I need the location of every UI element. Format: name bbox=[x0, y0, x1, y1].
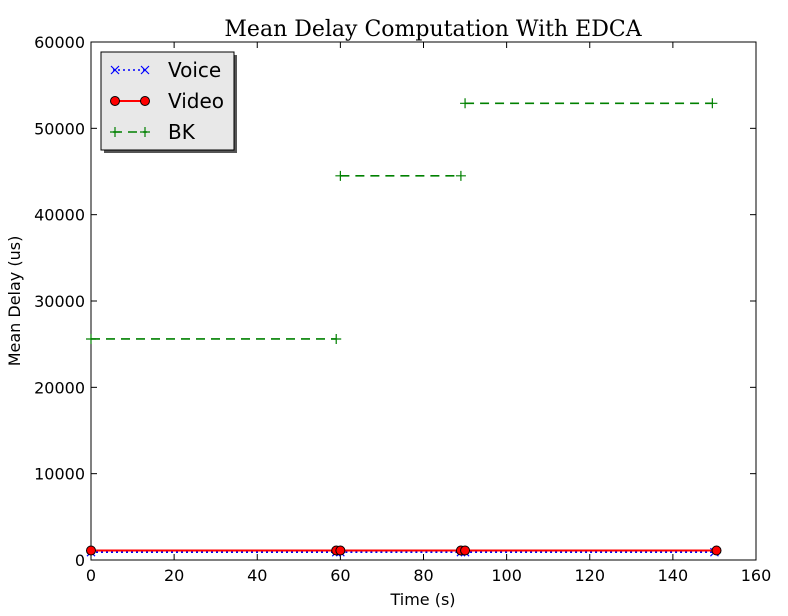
y-axis-label: Mean Delay (us) bbox=[5, 236, 24, 367]
x-tick-label: 140 bbox=[658, 566, 689, 585]
y-tick-label: 40000 bbox=[34, 206, 85, 225]
x-tick-label: 40 bbox=[247, 566, 267, 585]
x-tick-label: 20 bbox=[164, 566, 184, 585]
legend-marker-video bbox=[140, 96, 150, 106]
data-point-bk bbox=[335, 170, 346, 181]
y-tick-label: 10000 bbox=[34, 465, 85, 484]
legend-marker-bk bbox=[140, 127, 150, 137]
x-tick-label: 0 bbox=[86, 566, 96, 585]
x-tick-label: 60 bbox=[330, 566, 350, 585]
data-point-bk bbox=[460, 98, 471, 109]
x-tick-label: 100 bbox=[491, 566, 522, 585]
y-tick-label: 0 bbox=[75, 551, 85, 570]
data-point-bk bbox=[455, 170, 466, 181]
y-tick-label: 60000 bbox=[34, 33, 85, 52]
y-tick-label: 50000 bbox=[34, 119, 85, 138]
legend-label-video: Video bbox=[168, 89, 224, 113]
legend-marker-bk bbox=[110, 127, 120, 137]
chart-title: Mean Delay Computation With EDCA bbox=[224, 17, 642, 42]
x-tick-label: 160 bbox=[741, 566, 772, 585]
data-point-bk bbox=[331, 333, 342, 344]
legend-marker-voice bbox=[140, 65, 150, 75]
legend: Voice Video BK bbox=[100, 51, 237, 153]
y-tick-label: 20000 bbox=[34, 378, 85, 397]
x-axis-label: Time (s) bbox=[389, 590, 455, 609]
legend-marker-voice bbox=[110, 65, 120, 75]
data-point-video bbox=[86, 545, 96, 556]
legend-marker-video bbox=[110, 96, 120, 106]
data-point-bk bbox=[707, 98, 718, 109]
data-point-video bbox=[460, 545, 471, 556]
data-point-video bbox=[335, 545, 346, 556]
x-tick-label: 80 bbox=[413, 566, 433, 585]
legend-label-bk: BK bbox=[168, 120, 196, 144]
data-point-video bbox=[711, 545, 722, 556]
x-tick-label: 120 bbox=[574, 566, 605, 585]
y-tick-label: 30000 bbox=[34, 292, 85, 311]
legend-label-voice: Voice bbox=[168, 58, 221, 82]
data-point-bk bbox=[86, 333, 96, 344]
